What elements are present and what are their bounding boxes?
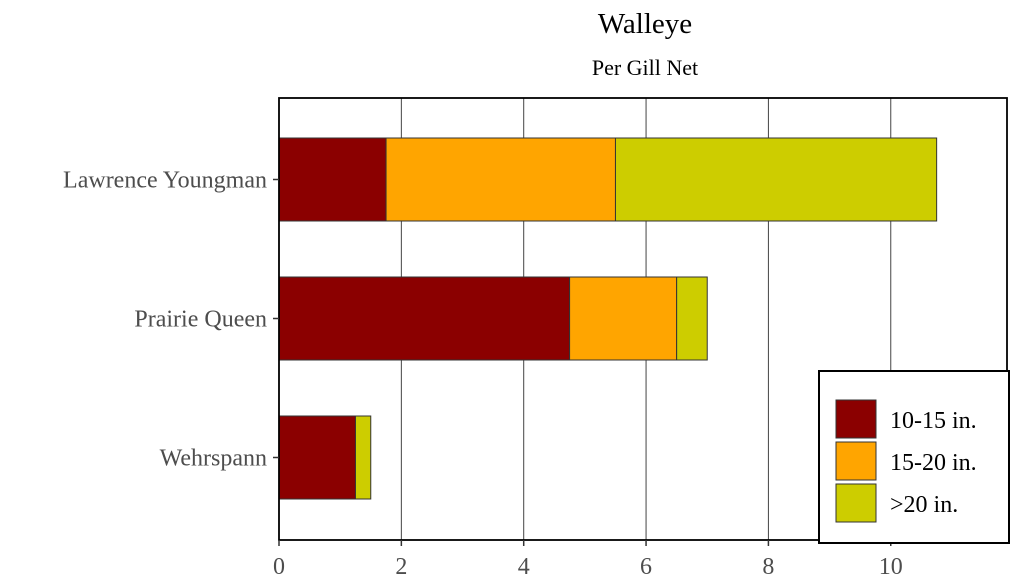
bar-segment-prairie-queen-0 bbox=[278, 276, 571, 361]
legend: 10-15 in. 15-20 in. >20 in. bbox=[818, 370, 1010, 544]
x-tick-label: 4 bbox=[518, 554, 530, 577]
x-tick-label: 8 bbox=[762, 554, 774, 577]
x-tick-label: 2 bbox=[395, 554, 407, 577]
legend-swatch bbox=[835, 399, 877, 439]
bar-segment-prairie-queen-2 bbox=[676, 276, 708, 361]
legend-label: >20 in. bbox=[890, 492, 958, 518]
bars bbox=[278, 137, 938, 500]
bar-segment-lawrence-youngman-0 bbox=[278, 137, 387, 222]
bar-segment-lawrence-youngman-2 bbox=[614, 137, 938, 222]
category-label: Prairie Queen bbox=[134, 307, 267, 333]
x-tick-label: 10 bbox=[879, 554, 903, 577]
chart-subtitle: Per Gill Net bbox=[592, 55, 698, 80]
bar-segment-wehrspann-2 bbox=[354, 415, 372, 500]
category-axis: Lawrence Youngman Prairie Queen Wehrspann bbox=[63, 168, 279, 472]
legend-label: 10-15 in. bbox=[890, 408, 977, 434]
legend-label: 15-20 in. bbox=[890, 450, 977, 476]
bar-segment-lawrence-youngman-1 bbox=[385, 137, 616, 222]
legend-swatch bbox=[835, 483, 877, 523]
category-label: Lawrence Youngman bbox=[63, 168, 267, 194]
chart-title: Walleye bbox=[598, 8, 692, 40]
x-axis: 0 2 4 6 8 10 bbox=[273, 540, 903, 577]
bar-segment-wehrspann-0 bbox=[278, 415, 356, 500]
bar-segment-prairie-queen-1 bbox=[569, 276, 678, 361]
x-tick-label: 0 bbox=[273, 554, 285, 577]
x-tick-label: 6 bbox=[640, 554, 652, 577]
category-label: Wehrspann bbox=[160, 446, 267, 472]
legend-swatch bbox=[835, 441, 877, 481]
